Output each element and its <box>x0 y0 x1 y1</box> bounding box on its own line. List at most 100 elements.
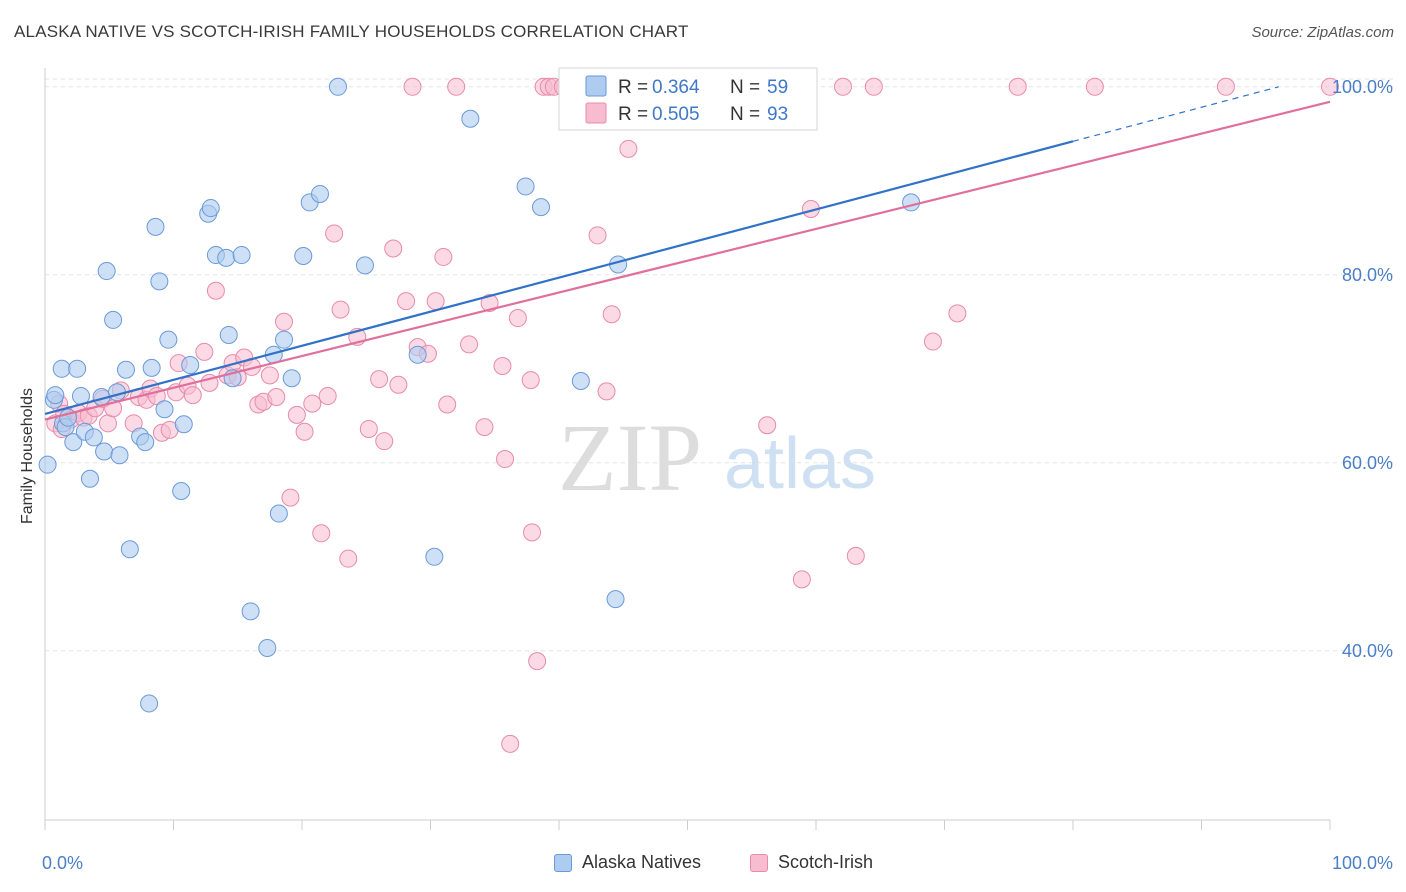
alaska-natives-point-28 <box>159 330 178 349</box>
legend-r-value-2: 0.505 <box>652 104 700 125</box>
scotch-irish-point-59 <box>447 77 466 96</box>
scotch-irish-point-50 <box>384 239 403 258</box>
scotch-irish-point-60 <box>460 335 479 354</box>
legend-label-scotch-irish: Scotch-Irish <box>778 852 874 872</box>
scotch-irish-point-43 <box>325 224 344 243</box>
alaska-natives-point-48 <box>328 77 347 96</box>
scotch-irish-point-41 <box>312 524 331 543</box>
scotch-irish-point-82 <box>792 570 811 589</box>
scotch-irish-point-53 <box>403 77 422 96</box>
scotch-irish-point-44 <box>331 300 350 319</box>
scotch-irish-point-36 <box>275 312 294 331</box>
alaska-natives-point-35 <box>217 248 236 267</box>
alaska-natives-point-31 <box>181 356 200 375</box>
legend-r-label-1: R = <box>618 77 648 98</box>
scotch-irish-point-56 <box>426 292 445 311</box>
scotch-irish-point-87 <box>923 332 942 351</box>
scotch-irish-point-37 <box>281 488 300 507</box>
alaska-natives-point-29 <box>172 482 191 500</box>
scotch-irish-point-57 <box>434 247 453 266</box>
legend-label-alaska-natives: Alaska Natives <box>582 852 702 872</box>
legend-item-alaska-natives: Alaska Natives <box>554 852 701 873</box>
scotch-irish-point-26 <box>206 281 225 300</box>
legend-r-label-2: R = <box>618 104 648 125</box>
y-tick-label-3: 100.0% <box>1332 77 1393 97</box>
scotch-irish-point-23 <box>183 386 202 405</box>
legend-n-label-2: N = <box>730 104 760 125</box>
scotch-irish-point-79 <box>619 139 638 158</box>
bottom-legend: Alaska Natives Scotch-Irish <box>0 852 1406 878</box>
scotch-irish-point-77 <box>597 382 616 401</box>
legend-n-value-1: 59 <box>767 77 788 98</box>
axes <box>44 68 1331 830</box>
alaska-natives-point-52 <box>461 109 480 128</box>
scotch-irish-trend-line <box>44 100 1331 421</box>
scotch-irish-point-91 <box>1216 77 1235 96</box>
alaska-natives-point-26 <box>150 272 169 291</box>
alaska-natives-point-2 <box>46 386 65 405</box>
legend-box: R = 0.364 N = 59 R = 0.505 N = 93 <box>558 67 818 131</box>
alaska-natives-point-45 <box>294 247 313 265</box>
scotch-irish-point-66 <box>508 309 527 328</box>
alaska-natives-point-14 <box>95 442 114 461</box>
alaska-natives-trend-extension <box>1072 86 1279 142</box>
alaska-natives-point-23 <box>140 694 159 713</box>
alaska-natives-point-40 <box>258 638 277 657</box>
alaska-natives-point-53 <box>516 177 535 196</box>
scotch-irish-point-69 <box>528 652 547 671</box>
alaska-natives-point-12 <box>84 428 103 447</box>
scotch-irish-point-42 <box>318 387 337 406</box>
alaska-natives-point-56 <box>606 590 625 609</box>
watermark: ZIP atlas <box>558 404 876 511</box>
scotch-irish-point-88 <box>948 304 967 323</box>
chart-title: ALASKA NATIVE VS SCOTCH-IRISH FAMILY HOU… <box>14 22 689 41</box>
alaska-natives-point-54 <box>532 198 551 217</box>
alaska-natives-point-43 <box>275 330 294 349</box>
scotch-irish-point-78 <box>602 305 621 324</box>
alaska-natives-point-42 <box>269 504 288 523</box>
scotch-irish-point-51 <box>389 375 408 394</box>
legend-r-value-1: 0.364 <box>652 77 700 98</box>
scotch-irish-point-47 <box>359 419 378 438</box>
alaska-natives-point-11 <box>80 469 99 488</box>
alaska-natives-point-16 <box>104 310 123 329</box>
scotch-irish-point-34 <box>260 366 279 385</box>
alaska-natives-point-39 <box>241 602 260 621</box>
scotch-irish-point-65 <box>501 734 520 753</box>
legend-item-scotch-irish: Scotch-Irish <box>750 852 873 873</box>
scotch-irish-point-84 <box>833 77 852 96</box>
alaska-natives-point-3 <box>52 359 71 378</box>
y-tick-label-2: 80.0% <box>1342 265 1393 285</box>
scotch-irish-point-39 <box>295 422 314 441</box>
legend-swatch-blue <box>585 75 607 97</box>
alaska-natives-point-8 <box>68 359 87 378</box>
alaska-natives-point-24 <box>142 358 161 377</box>
alaska-natives-point-36 <box>219 325 238 344</box>
x-tick-label-1: 100.0% <box>1332 853 1393 873</box>
alaska-natives-point-18 <box>110 446 129 465</box>
alaska-natives-point-49 <box>355 256 374 275</box>
tick-labels: 40.0% 60.0% 80.0% 100.0% 0.0% 100.0% <box>42 77 1393 873</box>
scotch-irish-point-58 <box>438 395 457 414</box>
scotch-irish-point-45 <box>339 549 358 568</box>
watermark-zip: ZIP <box>558 404 702 511</box>
scotch-irish-point-86 <box>864 77 883 96</box>
series-alaska-natives <box>38 77 921 713</box>
alaska-natives-point-20 <box>120 540 139 559</box>
scotch-irish-point-68 <box>523 523 542 542</box>
scotch-irish-point-10 <box>98 414 117 433</box>
scotch-irish-point-48 <box>370 370 389 389</box>
alaska-natives-point-55 <box>571 372 590 391</box>
scotch-irish-point-24 <box>195 342 214 361</box>
scotch-irish-point-89 <box>1008 77 1027 96</box>
chart-source: Source: ZipAtlas.com <box>1251 24 1394 41</box>
watermark-atlas: atlas <box>724 424 876 504</box>
scotch-irish-point-76 <box>588 226 607 245</box>
alaska-natives-point-50 <box>408 345 427 364</box>
scotch-irish-point-61 <box>480 294 499 312</box>
trend-lines <box>44 86 1331 421</box>
alaska-natives-point-27 <box>155 400 174 419</box>
alaska-natives-point-30 <box>174 415 193 434</box>
scotch-irish-point-85 <box>846 546 865 565</box>
scotch-irish-point-81 <box>758 416 777 435</box>
